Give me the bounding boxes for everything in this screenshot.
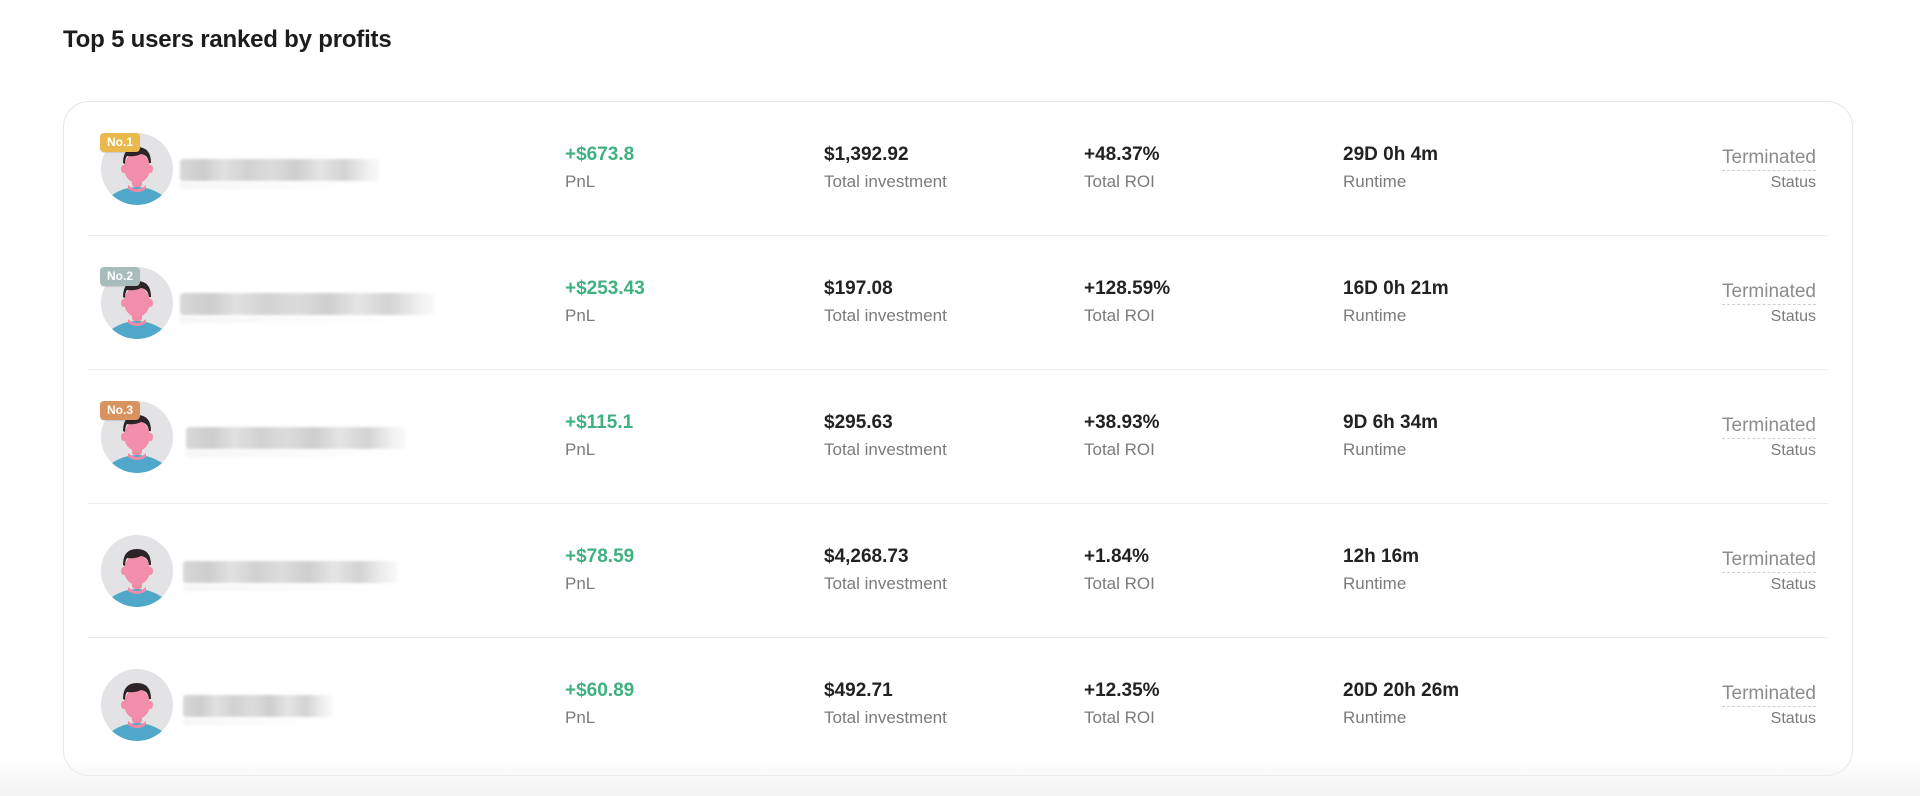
investment-label: Total investment bbox=[824, 172, 947, 191]
roi-label: Total ROI bbox=[1084, 172, 1155, 191]
avatar[interactable] bbox=[101, 267, 173, 339]
investment-value: $1,392.92 bbox=[824, 144, 909, 165]
roi-metric: +48.37% Total ROI bbox=[1084, 143, 1160, 194]
investment-value: $295.63 bbox=[824, 412, 893, 433]
roi-value: +1.84% bbox=[1084, 546, 1149, 567]
roi-value: +38.93% bbox=[1084, 412, 1160, 433]
pnl-value: +$60.89 bbox=[565, 680, 635, 701]
avatar[interactable] bbox=[101, 669, 173, 741]
investment-metric: $4,268.73 Total investment bbox=[824, 545, 947, 596]
pnl-metric: +$60.89 PnL bbox=[565, 679, 634, 730]
roi-label: Total ROI bbox=[1084, 440, 1155, 459]
user-avatar-icon bbox=[101, 669, 173, 741]
username-redacted bbox=[180, 159, 380, 181]
investment-label: Total investment bbox=[824, 708, 947, 727]
roi-value: +12.35% bbox=[1084, 680, 1160, 701]
investment-label: Total investment bbox=[824, 306, 947, 325]
pnl-metric: +$78.59 PnL bbox=[565, 545, 634, 596]
investment-label: Total investment bbox=[824, 574, 947, 593]
runtime-metric: 29D 0h 4m Runtime bbox=[1343, 143, 1438, 194]
runtime-label: Runtime bbox=[1343, 574, 1407, 593]
status-value[interactable]: Terminated bbox=[1722, 147, 1816, 171]
status-label: Status bbox=[1770, 308, 1816, 325]
status-cell: Terminated Status bbox=[1722, 549, 1816, 595]
pnl-metric: +$253.43 PnL bbox=[565, 277, 645, 328]
runtime-metric: 16D 0h 21m Runtime bbox=[1343, 277, 1449, 328]
username-redacted bbox=[183, 561, 398, 583]
status-label: Status bbox=[1770, 576, 1816, 593]
leaderboard-row[interactable]: No.2 +$253.43 PnL $197.08 Total investme… bbox=[88, 236, 1828, 370]
pnl-label: PnL bbox=[565, 172, 596, 191]
status-cell: Terminated Status bbox=[1722, 415, 1816, 461]
pnl-label: PnL bbox=[565, 708, 596, 727]
status-value[interactable]: Terminated bbox=[1722, 549, 1816, 573]
runtime-label: Runtime bbox=[1343, 440, 1407, 459]
username-redacted bbox=[186, 427, 406, 449]
status-cell: Terminated Status bbox=[1722, 281, 1816, 327]
roi-label: Total ROI bbox=[1084, 708, 1155, 727]
rank-badge: No.2 bbox=[100, 267, 141, 286]
pnl-label: PnL bbox=[565, 306, 596, 325]
roi-metric: +38.93% Total ROI bbox=[1084, 411, 1160, 462]
pnl-value: +$673.8 bbox=[565, 144, 635, 165]
runtime-label: Runtime bbox=[1343, 306, 1407, 325]
roi-value: +48.37% bbox=[1084, 144, 1160, 165]
leaderboard-card: No.1 +$673.8 PnL $1,392.92 Total investm… bbox=[63, 101, 1853, 776]
runtime-value: 9D 6h 34m bbox=[1343, 412, 1439, 433]
roi-label: Total ROI bbox=[1084, 574, 1155, 593]
leaderboard-row[interactable]: No.1 +$673.8 PnL $1,392.92 Total investm… bbox=[88, 102, 1828, 236]
investment-metric: $295.63 Total investment bbox=[824, 411, 947, 462]
roi-metric: +12.35% Total ROI bbox=[1084, 679, 1160, 730]
leaderboard-row[interactable]: +$78.59 PnL $4,268.73 Total investment +… bbox=[88, 504, 1828, 638]
leaderboard-list: No.1 +$673.8 PnL $1,392.92 Total investm… bbox=[88, 102, 1828, 772]
status-cell: Terminated Status bbox=[1722, 147, 1816, 193]
rank-badge: No.1 bbox=[100, 133, 141, 152]
runtime-value: 12h 16m bbox=[1343, 546, 1420, 567]
investment-value: $4,268.73 bbox=[824, 546, 909, 567]
pnl-metric: +$673.8 PnL bbox=[565, 143, 634, 194]
roi-value: +128.59% bbox=[1084, 278, 1171, 299]
pnl-value: +$253.43 bbox=[565, 278, 645, 299]
runtime-value: 29D 0h 4m bbox=[1343, 144, 1439, 165]
runtime-label: Runtime bbox=[1343, 708, 1407, 727]
leaderboard-row[interactable]: No.3 +$115.1 PnL $295.63 Total investmen… bbox=[88, 370, 1828, 504]
status-label: Status bbox=[1770, 174, 1816, 191]
investment-metric: $492.71 Total investment bbox=[824, 679, 947, 730]
pnl-value: +$78.59 bbox=[565, 546, 635, 567]
investment-metric: $197.08 Total investment bbox=[824, 277, 947, 328]
status-cell: Terminated Status bbox=[1722, 683, 1816, 729]
runtime-value: 16D 0h 21m bbox=[1343, 278, 1449, 299]
investment-value: $492.71 bbox=[824, 680, 893, 701]
status-value[interactable]: Terminated bbox=[1722, 415, 1816, 439]
leaderboard-row[interactable]: +$60.89 PnL $492.71 Total investment +12… bbox=[88, 638, 1828, 772]
pnl-label: PnL bbox=[565, 574, 596, 593]
investment-value: $197.08 bbox=[824, 278, 893, 299]
runtime-label: Runtime bbox=[1343, 172, 1407, 191]
pnl-value: +$115.1 bbox=[565, 412, 634, 433]
user-avatar-icon bbox=[101, 535, 173, 607]
bottom-fade bbox=[0, 756, 1920, 796]
pnl-label: PnL bbox=[565, 440, 596, 459]
rank-badge: No.3 bbox=[100, 401, 141, 420]
runtime-metric: 9D 6h 34m Runtime bbox=[1343, 411, 1438, 462]
roi-metric: +1.84% Total ROI bbox=[1084, 545, 1155, 596]
roi-label: Total ROI bbox=[1084, 306, 1155, 325]
status-label: Status bbox=[1770, 442, 1816, 459]
avatar[interactable] bbox=[101, 535, 173, 607]
username-redacted bbox=[183, 695, 333, 717]
username-redacted bbox=[180, 293, 435, 315]
status-value[interactable]: Terminated bbox=[1722, 281, 1816, 305]
status-label: Status bbox=[1770, 710, 1816, 727]
runtime-value: 20D 20h 26m bbox=[1343, 680, 1460, 701]
status-value[interactable]: Terminated bbox=[1722, 683, 1816, 707]
runtime-metric: 20D 20h 26m Runtime bbox=[1343, 679, 1459, 730]
runtime-metric: 12h 16m Runtime bbox=[1343, 545, 1419, 596]
investment-label: Total investment bbox=[824, 440, 947, 459]
page-title: Top 5 users ranked by profits bbox=[63, 26, 392, 53]
roi-metric: +128.59% Total ROI bbox=[1084, 277, 1170, 328]
pnl-metric: +$115.1 PnL bbox=[565, 411, 633, 462]
investment-metric: $1,392.92 Total investment bbox=[824, 143, 947, 194]
